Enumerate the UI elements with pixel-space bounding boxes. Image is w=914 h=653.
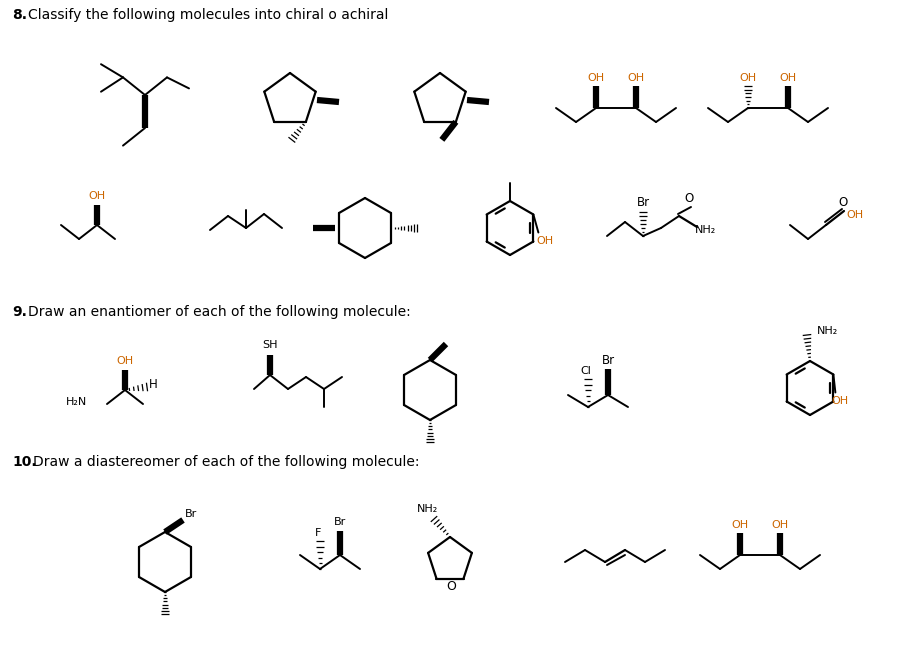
Text: OH: OH <box>627 73 644 83</box>
Text: O: O <box>685 191 694 204</box>
Text: NH₂: NH₂ <box>418 504 439 514</box>
Text: 10.: 10. <box>12 455 37 469</box>
Text: OH: OH <box>537 236 554 246</box>
Text: OH: OH <box>739 73 757 83</box>
Text: Br: Br <box>334 517 346 527</box>
Text: NH₂: NH₂ <box>696 225 717 235</box>
Text: OH: OH <box>832 396 849 406</box>
Text: Br: Br <box>185 509 197 519</box>
Text: Draw a diastereomer of each of the following molecule:: Draw a diastereomer of each of the follo… <box>33 455 420 469</box>
Text: O: O <box>838 195 847 208</box>
Text: SH: SH <box>262 340 278 350</box>
Text: OH: OH <box>780 73 797 83</box>
Text: Classify the following molecules into chiral o achiral: Classify the following molecules into ch… <box>28 8 388 22</box>
Text: OH: OH <box>588 73 604 83</box>
Text: H₂N: H₂N <box>66 397 87 407</box>
Text: OH: OH <box>846 210 864 220</box>
Text: Cl: Cl <box>580 366 591 376</box>
Text: H: H <box>149 379 157 392</box>
Text: OH: OH <box>731 520 749 530</box>
Text: Br: Br <box>601 353 614 366</box>
Text: 9.: 9. <box>12 305 27 319</box>
Text: O: O <box>446 579 456 592</box>
Text: OH: OH <box>89 191 105 201</box>
Text: OH: OH <box>771 520 789 530</box>
Text: 8.: 8. <box>12 8 27 22</box>
Text: F: F <box>314 528 321 538</box>
Text: Br: Br <box>636 197 650 210</box>
Text: OH: OH <box>116 356 133 366</box>
Text: Draw an enantiomer of each of the following molecule:: Draw an enantiomer of each of the follow… <box>28 305 410 319</box>
Text: NH₂: NH₂ <box>817 326 839 336</box>
